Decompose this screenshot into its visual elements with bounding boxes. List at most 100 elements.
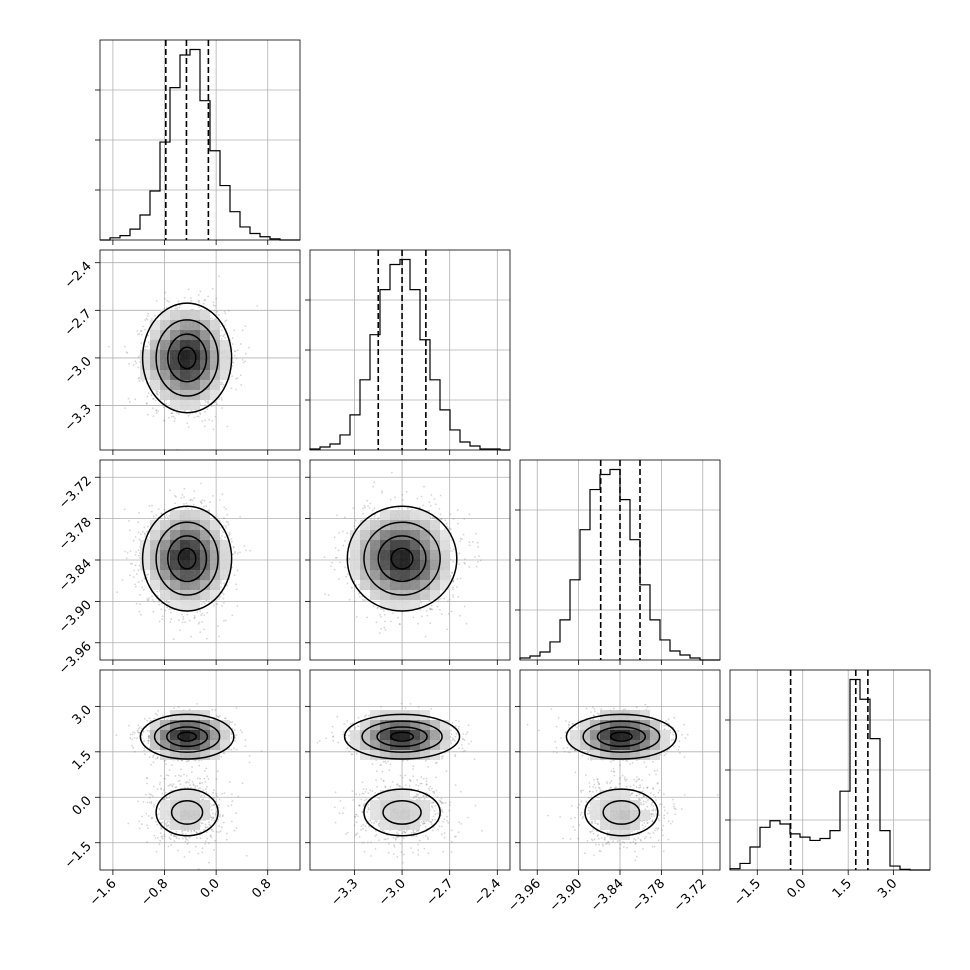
scatter-point: [223, 602, 225, 604]
scatter-point: [156, 590, 159, 593]
scatter-point: [239, 374, 242, 377]
scatter-point: [235, 388, 238, 391]
scatter-point: [166, 516, 169, 519]
scatter-point: [143, 577, 146, 580]
scatter-point: [222, 531, 225, 534]
scatter-point: [218, 313, 220, 316]
scatter-point: [152, 397, 155, 400]
scatter-point: [236, 377, 239, 379]
scatter-point: [132, 364, 135, 366]
scatter-point: [199, 631, 202, 634]
scatter-point: [203, 614, 206, 617]
scatter-point: [146, 538, 149, 541]
scatter-point: [200, 501, 202, 504]
scatter-point: [166, 601, 169, 604]
scatter-point: [230, 538, 233, 540]
density-cell: [190, 320, 200, 330]
scatter-point: [182, 618, 185, 621]
scatter-point: [160, 608, 163, 611]
scatter-point: [145, 576, 148, 579]
scatter-point: [200, 502, 203, 505]
scatter-point: [155, 412, 158, 415]
scatter-point: [184, 409, 186, 412]
density-cell: [170, 380, 180, 390]
scatter-point: [165, 514, 168, 516]
scatter-point: [193, 615, 196, 617]
scatter-point: [165, 600, 168, 602]
scatter-point: [154, 399, 157, 402]
scatter-point: [145, 317, 148, 320]
scatter-point: [219, 499, 221, 501]
scatter-point: [138, 376, 141, 379]
scatter-point: [199, 413, 202, 416]
scatter-point: [197, 415, 200, 418]
y-tick-label: −3.90: [56, 598, 95, 637]
density-cell: [200, 310, 210, 320]
scatter-point: [144, 319, 147, 321]
scatter-point: [211, 287, 214, 290]
scatter-point: [148, 505, 151, 507]
scatter-point: [233, 354, 236, 357]
scatter-point: [221, 535, 223, 537]
y-tick-label: −3.72: [56, 473, 95, 512]
scatter-point: [203, 499, 206, 502]
scatter-point: [164, 297, 166, 300]
scatter-point: [200, 482, 203, 485]
scatter-point: [186, 422, 189, 425]
scatter-point: [124, 345, 126, 348]
scatter-point: [132, 539, 135, 542]
scatter-point: [143, 532, 146, 535]
scatter-point: [150, 510, 153, 513]
scatter-point: [177, 413, 180, 415]
scatter-point: [228, 533, 231, 536]
scatter-point: [201, 499, 204, 502]
scatter-point: [244, 360, 247, 363]
scatter-point: [190, 508, 193, 511]
scatter-point: [158, 603, 161, 606]
scatter-point: [147, 312, 150, 315]
scatter-point: [168, 601, 171, 604]
scatter-point: [216, 310, 219, 313]
axes-frame: [309, 249, 511, 451]
scatter-point: [225, 527, 227, 529]
density-cell: [150, 370, 160, 380]
scatter-point: [178, 619, 180, 621]
scatter-point: [235, 357, 238, 360]
scatter-point: [181, 621, 184, 624]
scatter-point: [224, 312, 227, 315]
scatter-point: [189, 619, 191, 622]
scatter-point: [140, 333, 143, 336]
scatter-point: [170, 412, 173, 415]
scatter-point: [141, 579, 144, 582]
scatter-point: [165, 402, 168, 405]
scatter-point: [212, 428, 215, 431]
density-cell: [140, 360, 150, 370]
scatter-point: [152, 515, 155, 518]
scatter-point: [181, 494, 184, 496]
scatter-point: [235, 583, 238, 586]
density-cell: [160, 330, 170, 340]
histogram-panel-0: [95, 39, 301, 245]
scatter-point: [152, 415, 155, 417]
scatter-point: [190, 498, 193, 501]
scatter-point: [193, 497, 196, 499]
density-cell: [180, 380, 190, 390]
scatter-point: [155, 300, 158, 302]
scatter-point: [128, 529, 131, 532]
density-cell: [180, 310, 190, 320]
scatter-point: [146, 525, 149, 528]
density-cell: [190, 400, 200, 410]
scatter-point: [204, 419, 206, 422]
scatter-point: [212, 304, 215, 307]
scatter-point: [199, 412, 201, 414]
scatter-point: [236, 552, 239, 555]
scatter-point: [223, 619, 225, 622]
scatter-point: [136, 333, 139, 336]
scatter-point: [157, 410, 160, 413]
scatter-point: [233, 552, 236, 554]
scatter-point: [187, 426, 190, 428]
y-tick-label: −2.7: [62, 307, 95, 340]
scatter-point: [243, 545, 246, 547]
scatter-point: [127, 397, 130, 400]
